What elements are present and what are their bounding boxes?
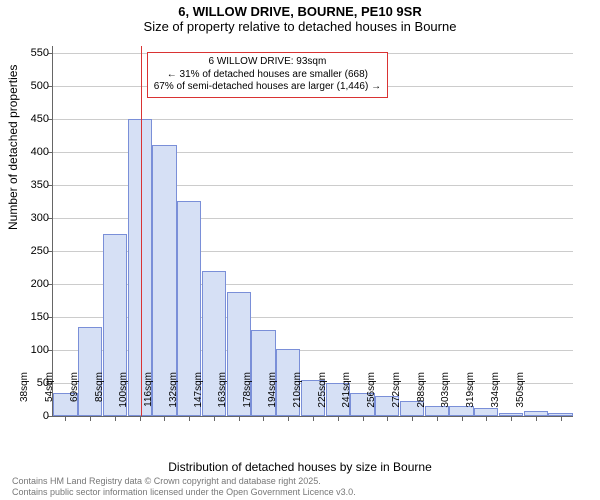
xtick-mark: [511, 416, 512, 421]
ytick-label: 100: [9, 344, 49, 356]
ytick-label: 400: [9, 146, 49, 158]
xtick-mark: [387, 416, 388, 421]
xtick-mark: [164, 416, 165, 421]
xtick-mark: [65, 416, 66, 421]
xtick-mark: [338, 416, 339, 421]
ytick-label: 500: [9, 80, 49, 92]
ytick-label: 550: [9, 47, 49, 59]
xtick-label: 132sqm: [168, 372, 179, 422]
xtick-label: 272sqm: [391, 372, 402, 422]
xtick-label: 350sqm: [515, 372, 526, 422]
xtick-label: 178sqm: [242, 372, 253, 422]
xtick-label: 147sqm: [193, 372, 204, 422]
xtick-label: 210sqm: [292, 372, 303, 422]
xtick-mark: [90, 416, 91, 421]
chart-title: 6, WILLOW DRIVE, BOURNE, PE10 9SR: [0, 0, 600, 19]
ytick-label: 150: [9, 311, 49, 323]
ytick-label: 250: [9, 245, 49, 257]
ytick-label: 200: [9, 278, 49, 290]
xtick-mark: [486, 416, 487, 421]
callout-line: 6 WILLOW DRIVE: 93sqm: [154, 56, 381, 69]
reference-line: [141, 46, 142, 416]
xtick-mark: [313, 416, 314, 421]
callout-line: ← 31% of detached houses are smaller (66…: [154, 69, 381, 82]
xtick-mark: [462, 416, 463, 421]
xtick-mark: [214, 416, 215, 421]
xtick-mark: [536, 416, 537, 421]
xtick-label: 225sqm: [317, 372, 328, 422]
xtick-mark: [412, 416, 413, 421]
callout-box: 6 WILLOW DRIVE: 93sqm← 31% of detached h…: [147, 52, 388, 98]
xtick-mark: [115, 416, 116, 421]
xtick-mark: [363, 416, 364, 421]
footer-line1: Contains HM Land Registry data © Crown c…: [12, 476, 356, 487]
chart-container: 6, WILLOW DRIVE, BOURNE, PE10 9SR Size o…: [0, 0, 600, 500]
xtick-mark: [239, 416, 240, 421]
xtick-label: 116sqm: [143, 372, 154, 422]
xtick-mark: [140, 416, 141, 421]
callout-line: 67% of semi-detached houses are larger (…: [154, 81, 381, 94]
ytick-label: 350: [9, 179, 49, 191]
xtick-mark: [263, 416, 264, 421]
xtick-label: 194sqm: [267, 372, 278, 422]
xtick-label: 69sqm: [69, 372, 80, 422]
xtick-label: 288sqm: [416, 372, 427, 422]
xtick-label: 54sqm: [44, 372, 55, 422]
xtick-mark: [189, 416, 190, 421]
xtick-label: 319sqm: [465, 372, 476, 422]
xtick-label: 163sqm: [217, 372, 228, 422]
ytick-label: 450: [9, 113, 49, 125]
xtick-label: 100sqm: [118, 372, 129, 422]
ytick-label: 300: [9, 212, 49, 224]
xtick-label: 303sqm: [440, 372, 451, 422]
plot-area: 05010015020025030035040045050055038sqm54…: [52, 46, 572, 416]
xtick-label: 334sqm: [490, 372, 501, 422]
x-axis-label: Distribution of detached houses by size …: [0, 460, 600, 474]
chart-subtitle: Size of property relative to detached ho…: [0, 19, 600, 38]
xtick-label: 256sqm: [366, 372, 377, 422]
xtick-mark: [561, 416, 562, 421]
xtick-mark: [288, 416, 289, 421]
xtick-label: 85sqm: [94, 372, 105, 422]
xtick-label: 38sqm: [19, 372, 30, 422]
xtick-label: 241sqm: [341, 372, 352, 422]
plot-region: 05010015020025030035040045050055038sqm54…: [52, 46, 573, 417]
footer-line2: Contains public sector information licen…: [12, 487, 356, 498]
footer-attribution: Contains HM Land Registry data © Crown c…: [12, 476, 356, 498]
xtick-mark: [437, 416, 438, 421]
